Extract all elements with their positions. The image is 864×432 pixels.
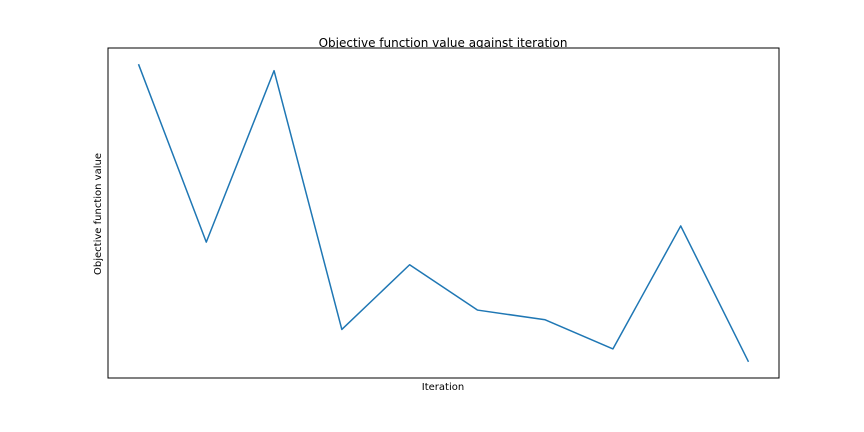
chart-title: Objective function value against iterati…: [319, 36, 568, 50]
x-axis-label: Iteration: [422, 382, 464, 393]
plot-frame: [107, 47, 780, 379]
series-line: [137, 63, 750, 363]
plot-area: [107, 47, 780, 379]
y-axis-label: Objective function value: [93, 153, 104, 275]
